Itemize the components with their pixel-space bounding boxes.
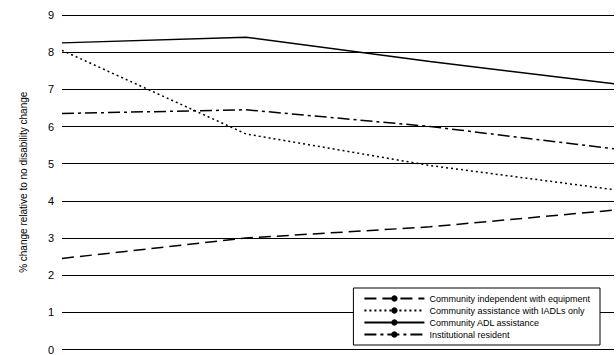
svg-text:1: 1: [48, 306, 54, 318]
svg-text:6: 6: [48, 121, 54, 133]
svg-text:3: 3: [48, 232, 54, 244]
svg-text:Community ADL assistance: Community ADL assistance: [429, 318, 539, 328]
svg-text:Institutional resident: Institutional resident: [429, 330, 510, 340]
svg-text:0: 0: [48, 344, 54, 355]
svg-text:7: 7: [48, 83, 54, 95]
svg-text:Community assistance with IADL: Community assistance with IADLs only: [429, 306, 585, 316]
svg-text:8: 8: [48, 46, 54, 58]
svg-text:2: 2: [48, 269, 54, 281]
svg-text:4: 4: [48, 195, 54, 207]
svg-text:Community independent with equ: Community independent with equipment: [429, 294, 590, 304]
svg-text:% change relative to no disabi: % change relative to no disability chang…: [18, 91, 29, 273]
svg-text:5: 5: [48, 158, 54, 170]
svg-text:9: 9: [48, 9, 54, 21]
